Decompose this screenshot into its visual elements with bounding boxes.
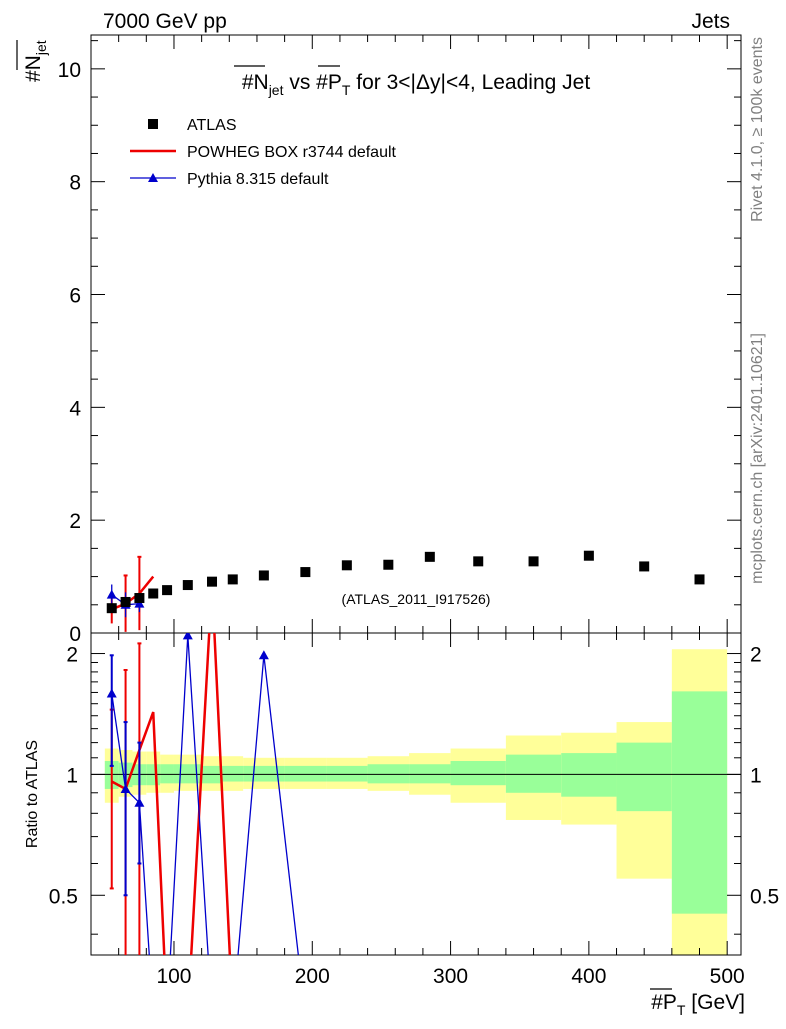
axis-ticks [90,35,741,955]
atlas-marker [473,556,484,567]
legend: ATLAS POWHEG BOX r3744 default Pythia 8.31… [130,117,397,188]
y-tick-label: 8 [69,172,81,195]
atlas-marker [207,576,218,587]
atlas-marker [528,556,539,567]
y-tick-label: 0 [69,623,81,646]
ratio-y-axis-title: Ratio to ATLAS [24,740,41,848]
energy-label: 7000 GeV pp [103,10,227,33]
ratio-line-powheg [111,633,232,955]
y-tick-label: 2 [69,510,81,533]
ratio-y-tick-label-right: 2 [750,644,762,667]
legend-swatch-atlas [148,119,158,129]
legend-label: POWHEG BOX r3744 default [187,144,397,161]
stat-band-bin [160,764,174,784]
ratio-series [106,633,299,955]
main-marker-pythia [106,589,117,599]
x-tick-label: 300 [433,965,468,988]
y-tick-label: 4 [69,397,81,420]
ratio-panel-frame [90,632,742,956]
ratio-y-tick-label: 1 [66,764,78,787]
x-tick-label: 400 [571,965,606,988]
ratio-y-tick-label: 2 [66,644,78,667]
atlas-marker [424,551,435,562]
stat-band-bin [616,742,672,812]
stat-band-bin [367,764,410,784]
y-axis-title: #Njet [22,40,49,82]
stat-band-bin [409,764,451,784]
main-marker-pythia [134,598,145,608]
atlas-marker [106,603,117,614]
atlas-marker [182,580,193,591]
ratio-line-pythia [111,635,299,955]
ratio-marker-pythia [182,633,193,640]
atlas-marker [227,574,238,585]
atlas-marker [120,596,131,607]
legend-marker-pythia [148,173,158,182]
main-series [106,550,705,632]
x-tick-label: 100 [156,965,191,988]
atlas-marker [148,588,159,599]
atlas-marker [162,585,173,596]
ratio-marker-pythia [134,797,145,807]
category-label: Jets [691,10,730,33]
x-tick-label: 200 [295,965,330,988]
plot-title: #Njet vs #PT for 3<|Δy|<4, Leading Jet [242,71,591,98]
ratio-y-tick-label: 0.5 [49,885,78,908]
analysis-watermark: (ATLAS_2011_I917526) [342,591,491,607]
main-line-powheg [111,575,155,611]
legend-label: Pythia 8.315 default [187,171,329,188]
ratio-y-tick-label-right: 0.5 [750,885,779,908]
y-tick-label: 10 [58,59,81,82]
atlas-marker [258,570,269,581]
atlas-marker [383,559,394,570]
atlas-marker [583,550,594,561]
stat-band-bin [450,760,506,786]
atlas-marker [341,560,352,571]
x-axis-title: #PT [GeV] [651,991,745,1018]
ratio-marker-pythia [120,783,131,793]
atlas-marker [134,593,145,604]
ratio-y-tick-label-right: 1 [750,764,762,787]
ratio-marker-pythia [106,688,117,698]
stat-band-bin [671,691,728,914]
stat-band-bin [505,754,562,793]
atlas-marker [694,574,705,585]
rivet-label: Rivet 4.1.0, ≥ 100k events [749,37,766,222]
legend-label: ATLAS [187,117,237,134]
stat-band-bin [326,765,368,782]
x-tick-label: 500 [710,965,745,988]
atlas-marker [300,567,311,578]
stat-band-bin [222,765,244,782]
stat-band-bin [284,765,327,782]
y-tick-label: 6 [69,285,81,308]
atlas-marker [639,561,650,572]
mcplots-label: mcplots.cern.ch [arXiv:2401.10621] [749,333,766,584]
ratio-marker-pythia [258,650,269,660]
